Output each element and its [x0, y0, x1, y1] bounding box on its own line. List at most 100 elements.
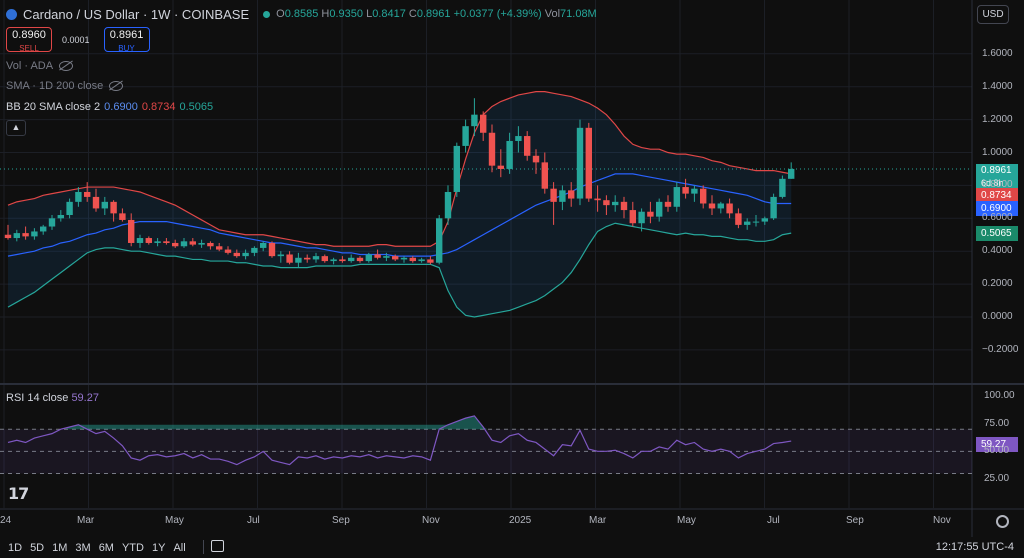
range-6m[interactable]: 6M: [98, 541, 114, 554]
candle-body: [392, 256, 399, 260]
candle-body: [612, 201, 619, 206]
rsi-legend[interactable]: RSI 14 close 59.27: [6, 392, 99, 404]
candle-body: [312, 256, 320, 260]
candle-body: [242, 252, 249, 257]
candle-body: [603, 200, 610, 206]
candle-body: [532, 155, 540, 163]
price-tick-label: 0.0000: [982, 311, 1013, 322]
bb-upper-badge: 0.8734: [976, 188, 1018, 203]
candle-body: [744, 221, 751, 225]
candle-body: [128, 219, 135, 243]
candle-body: [374, 254, 381, 258]
range-1y[interactable]: 1Y: [151, 541, 166, 554]
candle-body: [647, 211, 654, 217]
candle-body: [682, 187, 689, 194]
candle-body: [629, 210, 636, 224]
candle-body: [620, 201, 628, 211]
range-1d[interactable]: 1D: [8, 541, 23, 554]
rsi-tick-label: 100.00: [984, 390, 1015, 401]
candle-body: [66, 201, 73, 216]
market-status-icon: [263, 10, 271, 18]
sell-button[interactable]: 0.8960 SELL: [6, 27, 52, 53]
candle-body: [568, 190, 575, 199]
tradingview-logo-icon[interactable]: 17: [8, 484, 29, 503]
time-tick-label: Sep: [846, 515, 864, 526]
bb-lower-value: 0.5065: [179, 101, 214, 113]
candle-body: [761, 218, 768, 222]
currency-selector[interactable]: USD: [977, 5, 1009, 24]
candle-body: [277, 254, 284, 257]
candle-body: [717, 203, 724, 209]
candle-body: [752, 221, 760, 223]
candle-body: [664, 201, 672, 207]
range-3m[interactable]: 3M: [75, 541, 91, 554]
candle-body: [427, 259, 434, 263]
countdown-label: 6d 8h: [981, 178, 1004, 188]
candle-body: [708, 203, 716, 209]
volume-indicator-label: Vol · ADA: [6, 60, 54, 72]
clock[interactable]: 12:17:55 UTC-4: [935, 541, 1014, 553]
candle-body: [770, 196, 777, 219]
candle-body: [673, 187, 680, 207]
time-tick-label: Nov: [933, 515, 951, 526]
bottom-toolbar: 1D 5D 1M 3M 6M YTD 1Y All: [0, 537, 1024, 558]
eye-hidden-icon[interactable]: [109, 81, 124, 91]
ohlc-values: O0.8585 H0.9350 L0.8417 C0.8961 +0.0377 …: [276, 8, 597, 20]
candle-body: [260, 242, 267, 248]
volume-indicator-legend[interactable]: Vol · ADA: [6, 60, 74, 72]
candle-body: [92, 196, 100, 209]
settings-gear-icon[interactable]: [996, 515, 1009, 528]
candle-body: [400, 257, 408, 260]
candle-body: [585, 127, 592, 199]
sma-indicator-legend[interactable]: SMA · 1D 200 close: [6, 80, 124, 92]
rsi-overbought-fill: [65, 415, 488, 430]
range-all[interactable]: All: [173, 541, 186, 554]
time-tick-label: Sep: [332, 515, 350, 526]
bb-upper-value: 0.8734: [141, 101, 176, 113]
candle-body: [321, 256, 328, 262]
candle-body: [84, 191, 91, 197]
time-tick-label: Nov: [422, 515, 440, 526]
range-1m[interactable]: 1M: [52, 541, 68, 554]
candle-body: [700, 188, 707, 204]
bb-lower-badge: 0.5065: [976, 226, 1018, 241]
symbol-legend: Cardano / US Dollar · 1W · COINBASE O0.8…: [6, 6, 597, 22]
candle-body: [497, 165, 504, 169]
price-tick-label: 1.6000: [982, 47, 1013, 59]
candle-body: [691, 188, 698, 194]
candle-body: [268, 242, 276, 257]
candle-body: [462, 126, 469, 146]
bollinger-legend[interactable]: BB 20 SMA close 2 0.6900 0.8734 0.5065: [6, 101, 213, 113]
candle-body: [295, 257, 302, 263]
bb-basis-value: 0.6900: [104, 101, 138, 113]
rsi-line: [7, 415, 792, 466]
candle-body: [136, 238, 144, 243]
candle-body: [409, 257, 416, 262]
chevron-up-icon: ▲: [11, 122, 21, 132]
candle-body: [22, 233, 29, 237]
candle-body: [480, 114, 487, 133]
price-tick-label: 0.4000: [982, 245, 1013, 257]
candle-body: [365, 254, 372, 262]
rsi-tick-label: 75.00: [984, 417, 1010, 429]
collapse-legend-button[interactable]: ▲: [6, 120, 26, 136]
range-5d[interactable]: 5D: [30, 541, 45, 554]
candle-body: [515, 136, 522, 141]
symbol-title[interactable]: Cardano / US Dollar · 1W · COINBASE: [23, 6, 250, 22]
candle-body: [224, 249, 232, 253]
calendar-icon[interactable]: [211, 540, 224, 552]
candle-body: [541, 162, 548, 189]
candle-body: [286, 254, 293, 263]
candle-body: [251, 247, 258, 253]
candle-body: [31, 231, 38, 237]
time-tick-label: 24: [0, 515, 12, 526]
candle-body: [444, 191, 452, 219]
candle-body: [356, 257, 364, 262]
candle-body: [207, 242, 214, 247]
eye-hidden-icon[interactable]: [59, 61, 74, 71]
buy-button[interactable]: 0.8961 BUY: [103, 27, 150, 53]
candle-body: [436, 218, 443, 263]
rsi-label: RSI 14 close: [6, 392, 69, 404]
range-ytd[interactable]: YTD: [121, 541, 144, 554]
